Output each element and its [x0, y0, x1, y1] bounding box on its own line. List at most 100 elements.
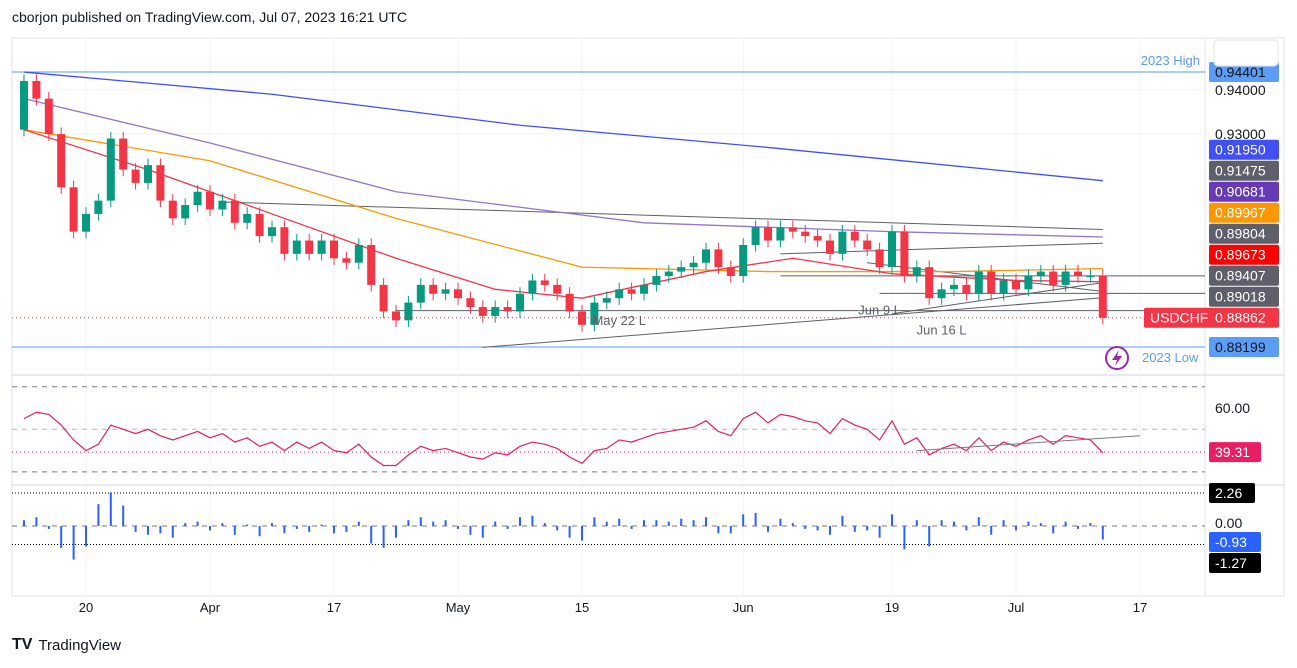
- candle-body: [565, 293, 574, 312]
- ma-line-ma100: [23, 98, 1103, 238]
- price-tick-label: 0.94000: [1215, 82, 1266, 98]
- candle-body: [627, 289, 636, 294]
- symbol-label: USDCHF: [1150, 310, 1208, 326]
- candle-body: [404, 302, 413, 321]
- x-tick-label: 15: [575, 600, 589, 615]
- candle-body: [416, 284, 425, 303]
- candle-body: [726, 267, 735, 277]
- candle-body: [1012, 280, 1020, 290]
- hist-lower-tag-bg: [1209, 553, 1261, 573]
- candle-body: [850, 231, 859, 241]
- lightning-icon: [1105, 346, 1129, 370]
- candle-body: [454, 289, 462, 299]
- tag-hline: 0.89018: [1215, 289, 1266, 305]
- tag-hline: 0.89407: [1215, 268, 1266, 284]
- candle-body: [950, 284, 958, 290]
- candle-body: [20, 80, 28, 130]
- candle-body: [974, 271, 983, 294]
- tradingview-logo: TV TradingView: [12, 636, 121, 654]
- last-price-tag-bg: [1144, 307, 1279, 328]
- candle-body: [702, 249, 710, 263]
- chart-frame: [11, 37, 1285, 597]
- candle-body: [615, 289, 624, 299]
- candle-body: [478, 307, 487, 316]
- hist-upper-tag: 2.26: [1215, 485, 1242, 501]
- candle-body: [764, 227, 772, 241]
- tag-2023-high: 0.94401: [1215, 64, 1266, 80]
- candle-body: [379, 284, 388, 312]
- candle-body: [578, 311, 586, 325]
- trendline: [780, 242, 1103, 255]
- candle-body: [32, 80, 41, 99]
- tag-ma100-bg: [1209, 181, 1279, 202]
- candle-body: [863, 240, 872, 250]
- candle-body: [1036, 271, 1045, 277]
- candle-body: [590, 302, 599, 325]
- candle-body: [292, 240, 301, 254]
- candle-body: [69, 187, 78, 232]
- candle-body: [168, 200, 177, 219]
- annotation-label: Jun 9 L: [858, 302, 901, 317]
- candle-body: [925, 267, 934, 299]
- candle-body: [900, 231, 909, 277]
- candle-body: [801, 231, 810, 237]
- candle-body: [1074, 271, 1082, 277]
- annotation-label: May 22 L: [592, 313, 645, 328]
- tag-ma200: 0.91950: [1215, 142, 1266, 158]
- candle-body: [119, 138, 128, 170]
- candle-body: [367, 244, 376, 285]
- x-tick-label: 17: [1133, 600, 1147, 615]
- candle-body: [751, 227, 760, 245]
- candle-body: [57, 134, 66, 188]
- x-tick-label: 17: [327, 600, 341, 615]
- hist-upper-tag-bg: [1209, 483, 1255, 504]
- candle-body: [144, 165, 152, 183]
- tag-level-bg: [1209, 160, 1279, 181]
- tag-ma200-bg: [1209, 139, 1279, 160]
- tv-logo-mark: TV: [12, 636, 33, 653]
- trendline: [222, 201, 1103, 230]
- candle-body: [999, 280, 1008, 294]
- brand-name: TradingView: [38, 636, 121, 654]
- candle-body: [230, 200, 239, 223]
- rsi-trendline: [916, 435, 1141, 452]
- candle-body: [602, 298, 611, 303]
- tag-ma20: 0.89673: [1215, 247, 1266, 263]
- candle-body: [181, 205, 190, 219]
- rsi-tick-label: 60.00: [1215, 400, 1250, 416]
- tag-2023-low-bg: [1209, 336, 1279, 357]
- candle-body: [689, 262, 698, 268]
- candle-body: [1049, 271, 1058, 285]
- x-tick-label: Apr: [200, 600, 221, 615]
- candle-body: [392, 311, 400, 321]
- settings-button[interactable]: [1213, 39, 1279, 67]
- tag-ma20-bg: [1209, 244, 1279, 265]
- tag-ma50: 0.89967: [1215, 205, 1266, 221]
- candle-body: [268, 227, 276, 237]
- candle-body: [788, 227, 797, 232]
- candle-body: [553, 284, 562, 294]
- candle-body: [826, 240, 834, 254]
- tag-hline-bg: [1209, 223, 1279, 244]
- tag-2023-low: 0.88199: [1215, 339, 1266, 355]
- candle-body: [962, 284, 971, 294]
- x-tick-label: 20: [79, 600, 93, 615]
- rsi-last-tag: 39.31: [1215, 444, 1250, 460]
- candle-body: [94, 200, 103, 214]
- candle-body: [243, 213, 252, 223]
- tag-level: 0.91475: [1215, 163, 1266, 179]
- candle-body: [305, 240, 314, 254]
- candle-body: [82, 213, 90, 232]
- x-tick-label: May: [446, 600, 471, 615]
- tag-ma50-bg: [1209, 202, 1279, 223]
- candle-body: [714, 249, 723, 268]
- candle-body: [429, 284, 438, 294]
- candle-body: [44, 98, 53, 135]
- tag-hline-bg: [1209, 286, 1279, 307]
- candle-body: [677, 267, 686, 272]
- trendline: [891, 282, 1103, 315]
- trendline: [482, 297, 1103, 348]
- price-chart[interactable]: 20 Apr 17 May 15 Jun 19 Jul 17 0.94000 0.93000 2023…: [0, 0, 1297, 630]
- tag-2023-high-bg: [1209, 62, 1279, 82]
- level-label: 2023 High: [1141, 53, 1200, 68]
